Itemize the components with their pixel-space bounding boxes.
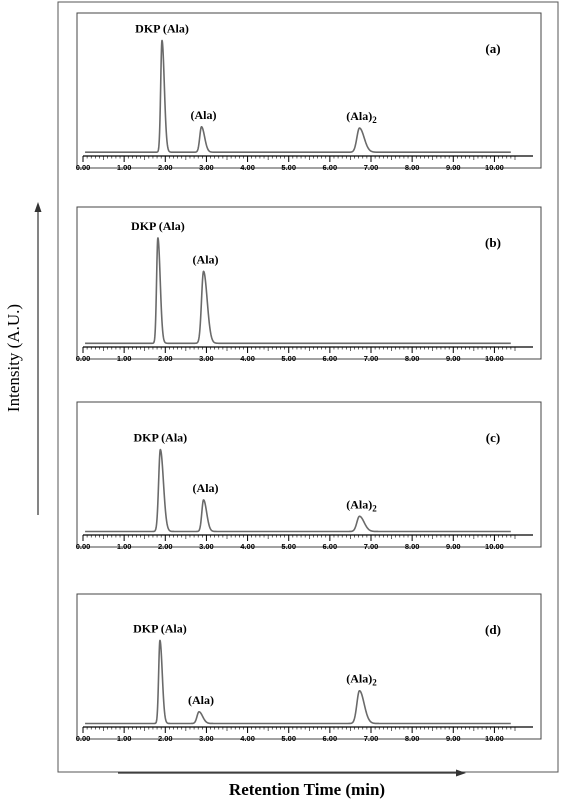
chromatogram-trace	[84, 639, 512, 725]
x-tick-label: 5.00	[281, 354, 296, 363]
x-tick-label: 9.00	[446, 163, 461, 172]
x-tick-label: 8.00	[405, 542, 420, 551]
peak-label: DKP (Ala)	[133, 621, 187, 635]
x-tick-label: 5.00	[281, 734, 296, 743]
peak-label: (Ala)2	[346, 497, 377, 513]
x-tick-label: 1.00	[117, 542, 132, 551]
x-tick-label: 3.00	[199, 542, 214, 551]
x-tick-label: 9.00	[446, 734, 461, 743]
peak-label: (Ala)	[190, 108, 216, 122]
panel-letter: (d)	[485, 622, 501, 637]
x-tick-label: 9.00	[446, 354, 461, 363]
chromatogram-panel: 0.00 1.00 2.00 3.00 4.00 5.00 6.00 7.00 8.00 9.00…	[76, 401, 542, 551]
y-axis-indicator: Intensity (A.U.)	[4, 202, 42, 515]
panel-frame	[76, 401, 542, 548]
x-tick-label: 1.00	[117, 734, 132, 743]
x-tick-label: 8.00	[405, 163, 420, 172]
x-tick-label: 2.00	[158, 734, 173, 743]
peak-label: DKP (Ala)	[131, 219, 185, 233]
outer-frame	[57, 1, 559, 773]
x-tick-label: 4.00	[240, 542, 255, 551]
panel-frame	[76, 12, 542, 169]
chromatogram-trace	[84, 39, 512, 153]
x-tick-label: 1.00	[117, 354, 132, 363]
peak-label: (Ala)	[193, 252, 219, 266]
panel-letter: (c)	[486, 430, 500, 445]
panel-frame	[76, 206, 542, 360]
chromatogram-panel: 0.00 1.00 2.00 3.00 4.00 5.00 6.00 7.00 8.00 9.00…	[76, 12, 542, 172]
peak-label: (Ala)	[188, 693, 214, 707]
x-tick-label: 3.00	[199, 163, 214, 172]
x-tick-label: 10.00	[485, 542, 504, 551]
x-axis-arrow-head	[456, 769, 466, 777]
chromatogram-panel: 0.00 1.00 2.00 3.00 4.00 5.00 6.00 7.00 8.00 9.00…	[76, 206, 542, 363]
x-tick-label: 6.00	[323, 354, 338, 363]
x-tick-label: 4.00	[240, 734, 255, 743]
x-tick-label: 2.00	[158, 354, 173, 363]
x-tick-label: 8.00	[405, 734, 420, 743]
peak-label: (Ala)	[193, 481, 219, 495]
x-tick-label: 2.00	[158, 542, 173, 551]
x-tick-label: 5.00	[281, 163, 296, 172]
x-tick-label: 7.00	[364, 734, 379, 743]
panel-frame	[76, 593, 542, 740]
peak-label: (Ala)2	[346, 109, 377, 125]
y-axis-arrow-head	[34, 202, 42, 212]
x-tick-label: 2.00	[158, 163, 173, 172]
chromatogram-trace	[84, 237, 512, 345]
peak-label: DKP (Ala)	[135, 21, 189, 35]
x-tick-label: 7.00	[364, 542, 379, 551]
panel-letter: (b)	[485, 235, 501, 250]
x-tick-label: 0.00	[76, 734, 91, 743]
chromatogram-panel: 0.00 1.00 2.00 3.00 4.00 5.00 6.00 7.00 8.00 9.00…	[76, 593, 542, 743]
x-tick-label: 9.00	[446, 542, 461, 551]
x-tick-label: 8.00	[405, 354, 420, 363]
panels: 0.00 1.00 2.00 3.00 4.00 5.00 6.00 7.00 8.00 9.00…	[76, 12, 542, 743]
x-tick-label: 1.00	[117, 163, 132, 172]
x-axis-title: Retention Time (min)	[229, 780, 385, 799]
x-tick-label: 4.00	[240, 354, 255, 363]
x-tick-label: 0.00	[76, 354, 91, 363]
y-axis-title: Intensity (A.U.)	[4, 304, 23, 412]
x-tick-label: 6.00	[323, 163, 338, 172]
chromatogram-trace	[84, 448, 512, 533]
x-axis-indicator: Retention Time (min)	[118, 769, 466, 799]
x-tick-label: 0.00	[76, 163, 91, 172]
x-tick-label: 6.00	[323, 734, 338, 743]
x-tick-label: 0.00	[76, 542, 91, 551]
x-tick-label: 10.00	[485, 734, 504, 743]
panel-letter: (a)	[485, 41, 500, 56]
x-tick-label: 3.00	[199, 354, 214, 363]
x-tick-label: 4.00	[240, 163, 255, 172]
x-tick-label: 3.00	[199, 734, 214, 743]
x-tick-label: 5.00	[281, 542, 296, 551]
x-tick-label: 10.00	[485, 354, 504, 363]
x-tick-label: 6.00	[323, 542, 338, 551]
x-tick-label: 7.00	[364, 354, 379, 363]
x-tick-label: 7.00	[364, 163, 379, 172]
peak-label: (Ala)2	[346, 672, 377, 688]
peak-label: DKP (Ala)	[134, 431, 188, 445]
x-tick-label: 10.00	[485, 163, 504, 172]
